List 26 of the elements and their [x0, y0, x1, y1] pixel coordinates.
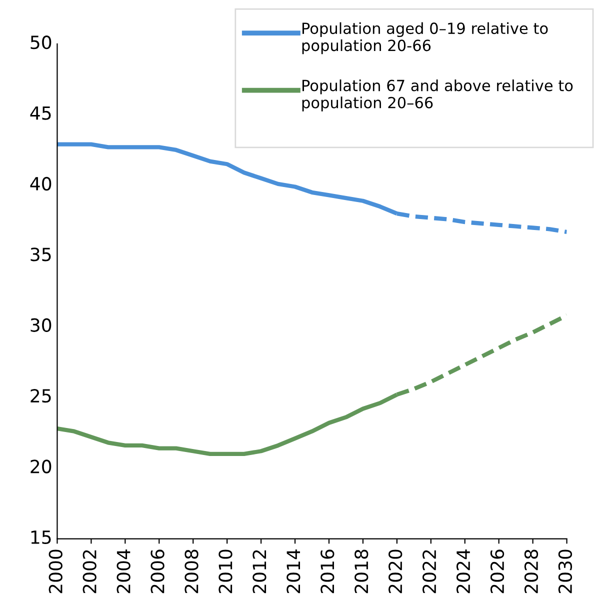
x-tick-label: 2002	[82, 550, 96, 594]
x-tick-label: 2016	[320, 550, 334, 594]
y-tick-label: 20	[30, 460, 52, 474]
x-tick-label: 2004	[116, 550, 130, 594]
y-tick-label: 40	[30, 176, 52, 191]
x-tick-label: 2030	[558, 550, 572, 594]
legend-label: Population 67 and above relative to population 20–66	[302, 79, 573, 112]
x-tick-label: 2026	[490, 550, 504, 594]
x-tick-label: 2008	[184, 550, 198, 594]
y-tick-label: 45	[30, 106, 51, 120]
x-tick-label: 2018	[354, 550, 368, 594]
y-tick-label: 35	[30, 248, 51, 262]
y-tick-label: 30	[30, 318, 52, 332]
x-tick-label: 2014	[286, 550, 300, 594]
x-tick-label: 2028	[524, 550, 538, 594]
y-tick-label: 50	[30, 36, 52, 50]
x-tick-label: 2006	[150, 550, 164, 594]
x-tick-label: 2024	[456, 550, 470, 594]
y-tick-label: 25	[30, 388, 51, 403]
x-tick-label: 2020	[388, 550, 402, 594]
legend-label: Population aged 0–19 relative to population 20-66	[302, 22, 548, 54]
y-tick-label: 15	[31, 530, 51, 544]
x-tick-label: 2022	[422, 550, 436, 594]
x-tick-label: 2012	[252, 550, 266, 594]
x-tick-label: 2000	[48, 550, 62, 594]
x-tick-label: 2010	[218, 550, 232, 594]
